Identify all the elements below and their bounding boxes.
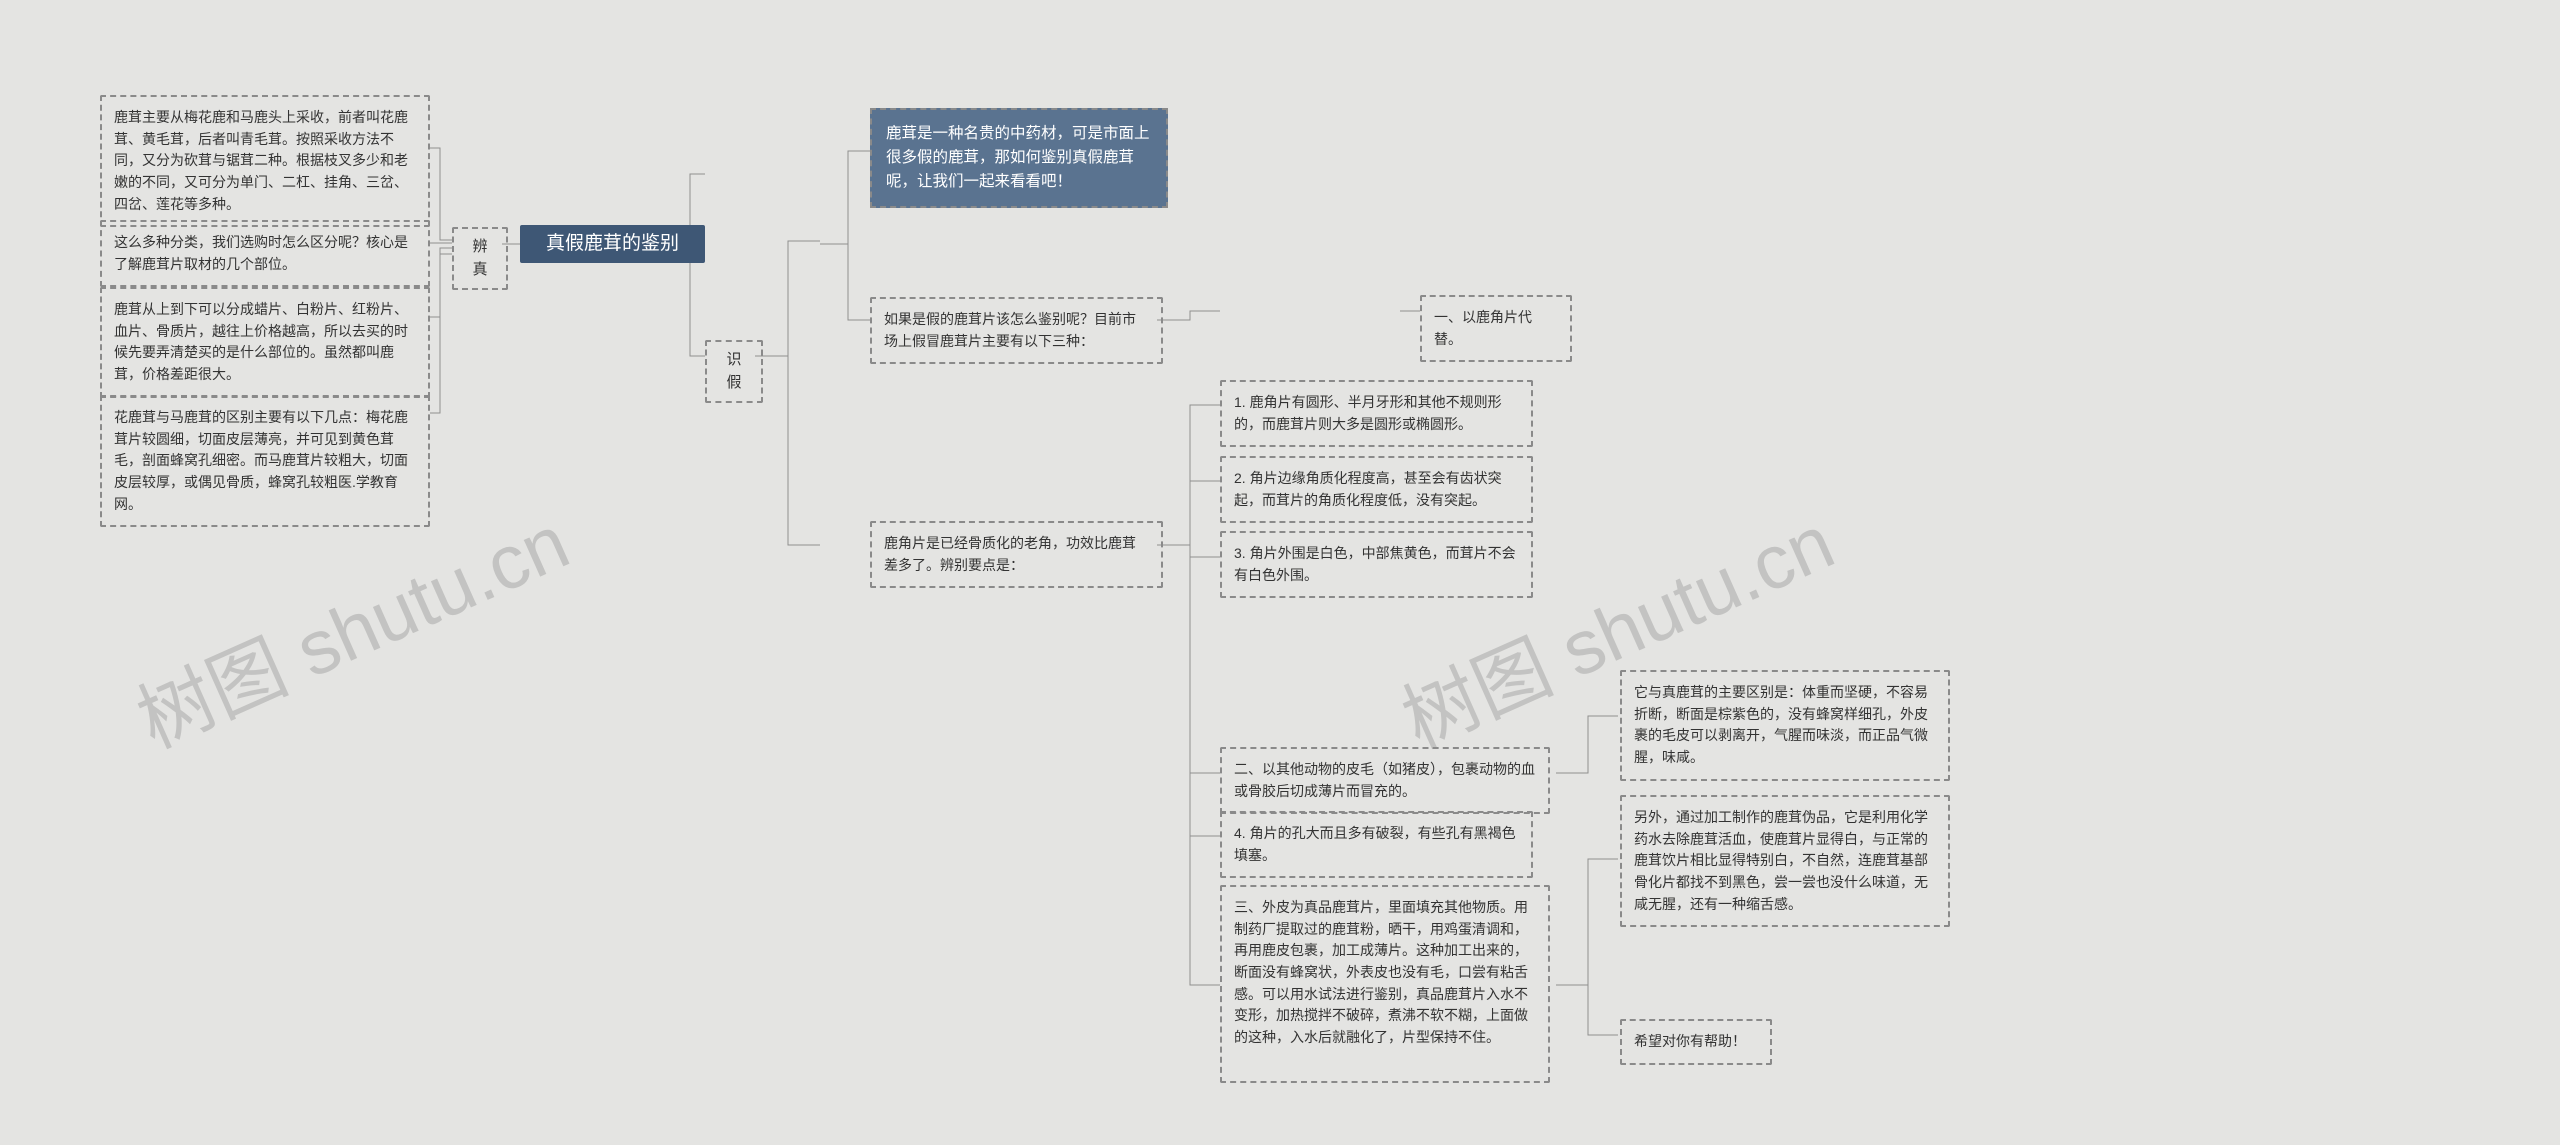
diff-intro[interactable]: 鹿角片是已经骨质化的老角，功效比鹿茸差多了。辨别要点是： [870,521,1163,588]
closing-hope[interactable]: 希望对你有帮助！ [1620,1019,1772,1065]
root-node[interactable]: 真假鹿茸的鉴别 [520,225,705,263]
bianzhen-item-2[interactable]: 这么多种分类，我们选购时怎么区分呢？核心是了解鹿茸片取材的几个部位。 [100,220,430,287]
fake-type-3[interactable]: 三、外皮为真品鹿茸片，里面填充其他物质。用制药厂提取过的鹿茸粉，晒干，用鸡蛋清调… [1220,885,1550,1083]
diff-point-4[interactable]: 4. 角片的孔大而且多有破裂，有些孔有黑褐色填塞。 [1220,811,1533,878]
branch-bianzhen[interactable]: 辨真 [452,227,508,290]
branch-shijia[interactable]: 识假 [705,340,763,403]
bianzhen-item-1[interactable]: 鹿茸主要从梅花鹿和马鹿头上采收，前者叫花鹿茸、黄毛茸，后者叫青毛茸。按照采收方法… [100,95,430,227]
fake-question[interactable]: 如果是假的鹿茸片该怎么鉴别呢？目前市场上假冒鹿茸片主要有以下三种： [870,297,1163,364]
diff-point-2[interactable]: 2. 角片边缘角质化程度高，甚至会有齿状突起，而茸片的角质化程度低，没有突起。 [1220,456,1533,523]
bianzhen-item-4[interactable]: 花鹿茸与马鹿茸的区别主要有以下几点：梅花鹿茸片较圆细，切面皮层薄亮，并可见到黄色… [100,395,430,527]
fake-type-2[interactable]: 二、以其他动物的皮毛（如猪皮），包裹动物的血或骨胶后切成薄片而冒充的。 [1220,747,1550,814]
bianzhen-item-3[interactable]: 鹿茸从上到下可以分成蜡片、白粉片、红粉片、血片、骨质片，越往上价格越高，所以去买… [100,287,430,398]
intro-node[interactable]: 鹿茸是一种名贵的中药材，可是市面上很多假的鹿茸，那如何鉴别真假鹿茸呢，让我们一起… [870,108,1168,208]
diff-point-3[interactable]: 3. 角片外围是白色，中部焦黄色，而茸片不会有白色外围。 [1220,531,1533,598]
fake-type-1[interactable]: 一、以鹿角片代替。 [1420,295,1572,362]
diff-point-1[interactable]: 1. 鹿角片有圆形、半月牙形和其他不规则形的，而鹿茸片则大多是圆形或椭圆形。 [1220,380,1533,447]
fake2-detail[interactable]: 它与真鹿茸的主要区别是：体重而坚硬，不容易折断，断面是棕紫色的，没有蜂窝样细孔，… [1620,670,1950,781]
fake3-detail[interactable]: 另外，通过加工制作的鹿茸伪品，它是利用化学药水去除鹿茸活血，使鹿茸片显得白，与正… [1620,795,1950,927]
